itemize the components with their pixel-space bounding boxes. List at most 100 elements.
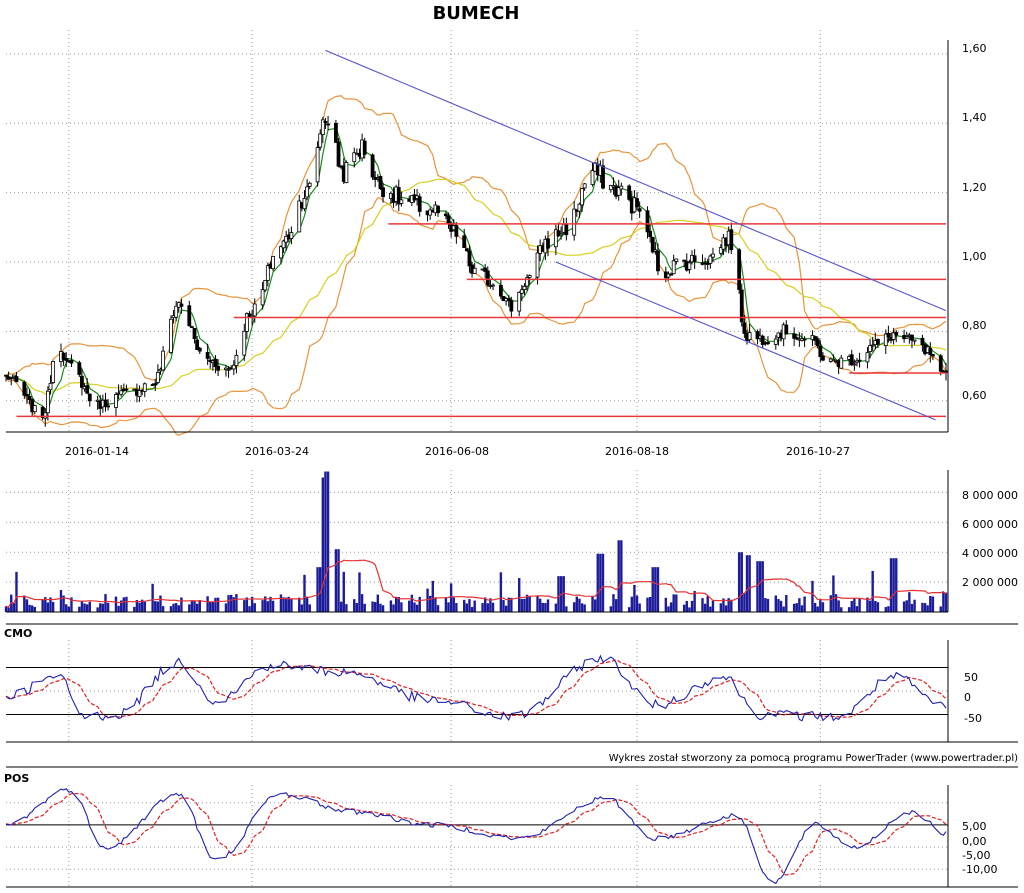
volume-bar — [455, 603, 458, 612]
candle-body — [231, 364, 236, 370]
volume-bar — [709, 606, 712, 612]
volume-bar — [334, 549, 338, 612]
candle-body — [14, 376, 19, 383]
candle-body — [535, 252, 540, 278]
candle-body — [51, 361, 56, 383]
volume-bar — [892, 558, 895, 612]
volume-bar — [28, 604, 31, 612]
volume-bar — [269, 596, 272, 612]
volume-bar — [358, 572, 361, 612]
volume-bar — [44, 597, 47, 612]
volume-bar — [816, 606, 819, 612]
candle-body — [883, 333, 888, 347]
volume-bar — [504, 605, 508, 612]
candle-body — [320, 119, 325, 135]
volume-bar — [580, 603, 584, 612]
volume-bar — [546, 599, 550, 612]
volume-bar — [601, 553, 605, 612]
candle-body — [656, 250, 660, 272]
volume-bar — [596, 553, 599, 612]
price-y-tick-label: 1,40 — [962, 111, 987, 124]
candle-body — [61, 352, 66, 360]
volume-bar — [803, 596, 806, 612]
candle-body — [213, 358, 218, 368]
volume-bar — [536, 595, 539, 612]
volume-bar — [156, 601, 160, 612]
volume-bar — [174, 603, 178, 612]
candle-body — [174, 305, 179, 318]
candle-body — [831, 358, 836, 361]
volume-bar — [426, 588, 429, 612]
volume-bar — [855, 606, 859, 612]
volume-bar — [452, 597, 455, 612]
candle-body — [279, 246, 283, 259]
candle-body — [169, 318, 173, 353]
volume-bar — [648, 596, 652, 612]
candle-body — [687, 262, 692, 270]
volume-bar — [685, 600, 688, 612]
volume-bar — [172, 603, 175, 612]
volume-bar — [627, 607, 631, 612]
candle-body — [467, 250, 472, 267]
volume-bar — [740, 552, 743, 612]
candle-body — [868, 345, 872, 352]
volume-bar — [308, 604, 311, 612]
volume-bar — [339, 601, 343, 612]
price-y-tick-label: 0,60 — [962, 389, 987, 402]
candle-body — [747, 332, 752, 341]
candle-body — [852, 363, 857, 366]
volume-bar — [785, 594, 788, 612]
candle-body — [244, 313, 249, 332]
volume-bar — [510, 597, 513, 612]
candle-body — [708, 255, 713, 264]
candle-body — [396, 187, 401, 205]
volume-bar — [198, 599, 201, 612]
volume-bar — [337, 549, 340, 612]
candle-body — [289, 232, 294, 239]
volume-bar — [944, 592, 948, 612]
volume-bar — [719, 603, 723, 612]
candle-body — [729, 229, 734, 251]
candle-body — [352, 152, 357, 163]
volume-bar — [345, 604, 348, 612]
candle-body — [815, 338, 820, 347]
volume-bar — [682, 604, 686, 612]
candle-body — [608, 184, 613, 191]
volume-bar — [245, 597, 249, 612]
volume-bar — [664, 597, 668, 612]
volume-bar — [316, 567, 319, 612]
volume-bar — [853, 597, 856, 612]
volume-bar — [557, 576, 560, 612]
volume-bar — [646, 597, 649, 612]
candle-body — [509, 299, 514, 312]
candle-body — [381, 187, 385, 198]
candle-body — [22, 381, 27, 396]
volume-bar — [654, 567, 657, 612]
volume-bar — [939, 606, 942, 612]
volume-bar — [211, 601, 215, 612]
volume-bar — [868, 600, 872, 612]
volume-bar — [392, 604, 395, 612]
volume-bar — [303, 574, 306, 612]
volume-bar — [795, 603, 798, 612]
volume-bar — [777, 599, 780, 612]
candle-body — [839, 357, 844, 369]
volume-bar — [656, 567, 660, 612]
volume-bar — [271, 600, 275, 612]
volume-bar — [554, 603, 558, 612]
candle-body — [559, 233, 563, 236]
volume-bar — [235, 594, 238, 612]
volume-bar — [667, 606, 670, 612]
volume-bar — [690, 600, 694, 612]
candle-body — [25, 393, 29, 397]
volume-bar — [491, 602, 495, 612]
volume-bar — [177, 605, 181, 612]
pos-panel: POS 5,00 0,00 -5,00 -10,00 — [4, 772, 1018, 888]
candle-body — [281, 240, 286, 249]
volume-bar — [101, 603, 105, 612]
volume-bar — [151, 583, 154, 612]
volume-bar — [764, 598, 767, 612]
volume-bar — [447, 602, 450, 612]
candle-body — [855, 360, 859, 363]
